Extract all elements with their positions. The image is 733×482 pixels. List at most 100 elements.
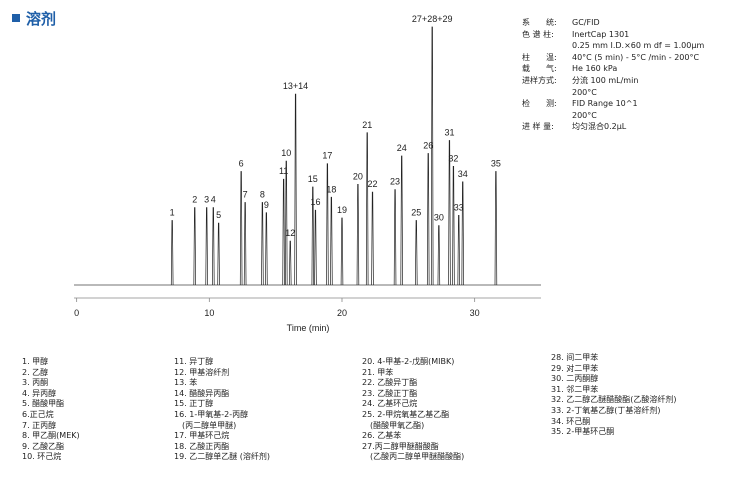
peak-33: [457, 214, 460, 286]
peak-label: 24: [397, 143, 407, 153]
condition-label: 系 统:: [522, 18, 557, 27]
peak-label: 2: [192, 195, 197, 205]
legend-column-1: 1. 甲醇 2. 乙醇 3. 丙酮 4. 异丙醇 5. 醋酸甲酯 6.正己烷 7. 正丙醇 8…: [22, 357, 80, 463]
condition-value: GC/FID: [572, 18, 600, 27]
x-tick-label: 0: [74, 308, 79, 318]
legend-item: 35. 2-甲基环己酮: [551, 427, 615, 437]
peak-label: 7: [243, 189, 248, 199]
legend-item: 17. 甲基环己烷: [174, 431, 230, 441]
peak-label: 18: [326, 184, 336, 194]
legend-item: 12. 甲基溶纤剂: [174, 367, 230, 377]
legend-item: 19. 乙二醇单乙醚 (溶纤剂): [174, 452, 271, 462]
peak-22: [371, 191, 374, 286]
peak-label: 19: [337, 205, 347, 215]
peak-5: [217, 222, 220, 286]
peak-6: [239, 171, 243, 286]
peak-31: [448, 140, 451, 286]
peak-label: 1: [170, 208, 175, 218]
legend-column-4: 28. 间二甲苯 29. 对二甲苯 30. 二丙酮醇 31. 邻二甲苯 32. 乙二醇乙…: [551, 353, 677, 438]
legend-item: 10. 环己烷: [22, 452, 62, 462]
peak-16: [314, 209, 317, 286]
legend-item: 5. 醋酸甲酯: [22, 399, 65, 409]
legend-item: (乙酸丙二醇单甲醚醋酸酯): [362, 452, 465, 462]
condition-row: 检 测: FID Range 10^1: [522, 98, 704, 110]
peak-label: 4: [211, 195, 216, 205]
legend-item: 27.丙二醇甲醚醋酸酯: [362, 441, 439, 451]
peak-label: 26: [423, 140, 433, 150]
peak-26: [426, 153, 430, 286]
peak-label: 33: [454, 202, 464, 212]
condition-label: 色 谱 柱:: [522, 29, 554, 39]
legend-item: 11. 异丁醇: [174, 357, 214, 366]
condition-label: [522, 110, 572, 122]
page-title: 溶剂: [12, 8, 56, 29]
condition-value: 40°C (5 min) - 5°C /min - 200°C: [572, 52, 700, 62]
page-title-text: 溶剂: [26, 10, 57, 28]
legend-item: 24. 乙基环己烷: [362, 399, 418, 409]
peak-2: [193, 207, 196, 286]
peak-20: [356, 184, 360, 286]
condition-row: 进 样 量: 均匀混合0.2μL: [522, 121, 704, 133]
peak-label: 35: [491, 158, 501, 168]
legend-item: 33. 2-丁氧基乙醇(丁基溶纤剂): [551, 405, 661, 415]
condition-row: 色 谱 柱: InertCap 1301: [522, 29, 704, 41]
legend-item: 4. 异丙醇: [22, 388, 57, 398]
legend-column-3: 20. 4-甲基-2-戊酮(MIBK) 21. 甲苯 22. 乙酸异丁酯 23. 乙酸…: [362, 357, 464, 463]
legend-item: 14. 醋酸异丙酯: [174, 388, 230, 398]
peak-label: 17: [322, 151, 332, 161]
x-tick-label: 20: [337, 308, 347, 318]
condition-value: InertCap 1301: [572, 29, 630, 39]
legend-item: 25. 2-甲烷氧基乙基乙酯: [362, 409, 450, 419]
condition-label: 进 样 量:: [522, 122, 554, 132]
legend-item: 3. 丙酮: [22, 378, 49, 388]
condition-value: FID Range 10^1: [572, 99, 638, 109]
peak-label: 25: [411, 208, 421, 218]
legend-item: 9. 乙酸乙酯: [22, 441, 65, 451]
peak-label: 15: [308, 174, 318, 184]
peak-19: [340, 217, 344, 286]
legend-item: 20. 4-甲基-2-戊酮(MIBK): [362, 357, 455, 366]
legend-item: 16. 1-甲氧基-2-丙醇: [174, 409, 249, 419]
peak-12: [289, 240, 292, 286]
condition-label: 载 气:: [522, 64, 557, 74]
x-tick-label: 10: [204, 308, 214, 318]
legend-item: 30. 二丙酮醇: [551, 374, 599, 384]
condition-row: 0.25 mm I.D.×60 m df = 1.00μm: [522, 40, 704, 52]
peak-label: 21: [362, 120, 372, 130]
peak-8: [261, 202, 264, 286]
peak-label: 9: [264, 200, 269, 210]
condition-value: 200°C: [572, 87, 597, 97]
legend-item: 8. 甲乙酮(MEK): [22, 431, 80, 441]
peak-label: 27+28+29: [412, 14, 453, 24]
condition-label: 柱 温:: [522, 52, 557, 62]
condition-row: 进样方式: 分流 100 mL/min: [522, 75, 704, 87]
peak-label: 31: [444, 128, 454, 138]
peak-34: [461, 181, 464, 286]
legend-item: 21. 甲苯: [362, 367, 394, 377]
peak-9: [265, 212, 268, 286]
peak-10: [285, 160, 288, 286]
condition-value: He 160 kPa: [572, 64, 618, 74]
peak-4: [212, 207, 215, 286]
conditions-panel: 系 统: GC/FID 色 谱 柱: InertCap 1301 0.25 mm I.D…: [522, 17, 704, 133]
peak-label: 5: [216, 210, 221, 220]
legend-column-2: 11. 异丁醇 12. 甲基溶纤剂 13. 苯 14. 醋酸异丙酯 15. 正丁醇 16.…: [174, 357, 270, 463]
peak-17: [326, 163, 329, 286]
peak-25: [415, 220, 418, 286]
peak-label: 30: [434, 213, 444, 223]
title-square-icon: [12, 13, 20, 22]
condition-label: 进样方式:: [522, 75, 557, 85]
condition-row: 200°C: [522, 87, 704, 99]
peak-7: [243, 202, 247, 286]
condition-value: 均匀混合0.2μL: [572, 122, 627, 132]
legend-item: 22. 乙酸异丁酯: [362, 378, 418, 388]
peak-1: [170, 220, 174, 286]
legend-item: (丙二醇单甲醚): [174, 420, 237, 430]
condition-label: [522, 87, 572, 99]
x-tick-label: 30: [470, 308, 480, 318]
peak-23: [393, 189, 397, 286]
legend-item: 29. 对二甲苯: [551, 363, 599, 373]
peak-35: [494, 171, 498, 286]
condition-row: 柱 温: 40°C (5 min) - 5°C /min - 200°C: [522, 52, 704, 64]
